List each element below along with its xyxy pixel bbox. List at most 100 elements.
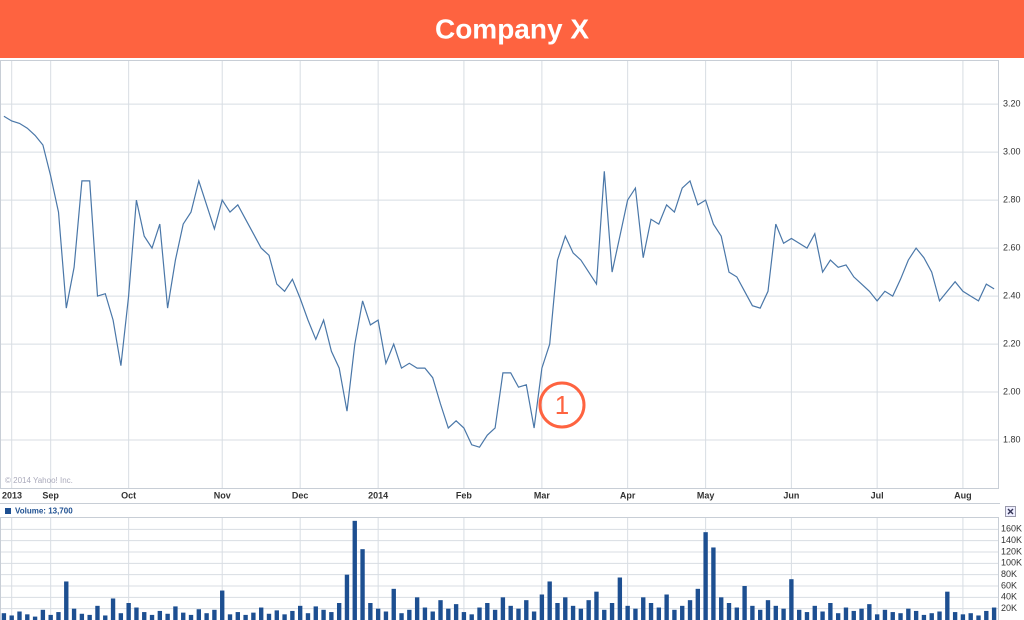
volume-bar bbox=[56, 612, 61, 620]
volume-bar bbox=[17, 611, 22, 620]
volume-bar bbox=[804, 612, 810, 620]
y-tick-label: 2.60 bbox=[1003, 242, 1021, 252]
volume-bar bbox=[204, 613, 209, 620]
x-tick-label: 2013 bbox=[2, 490, 22, 500]
volume-bar bbox=[48, 614, 53, 620]
volume-bar bbox=[602, 609, 607, 620]
volume-bar bbox=[531, 611, 537, 620]
price-panel bbox=[0, 60, 999, 489]
volume-bar bbox=[835, 613, 841, 620]
volume-bar bbox=[726, 603, 732, 620]
volume-bar bbox=[95, 605, 100, 620]
y-tick-label: 160K bbox=[1001, 524, 1022, 534]
x-tick-label: May bbox=[697, 490, 715, 500]
volume-bar bbox=[960, 614, 966, 620]
volume-bar bbox=[235, 612, 240, 620]
volume-bar bbox=[563, 597, 568, 620]
volume-bar bbox=[952, 612, 958, 620]
volume-bar bbox=[461, 612, 467, 620]
x-tick-label: Feb bbox=[456, 490, 473, 500]
volume-bar bbox=[64, 581, 69, 620]
volume-bar bbox=[859, 608, 864, 620]
volume-bar bbox=[438, 600, 443, 620]
y-tick-label: 100K bbox=[1001, 558, 1022, 568]
volume-bar bbox=[305, 613, 311, 620]
volume-bar bbox=[547, 581, 552, 620]
volume-bar bbox=[290, 610, 295, 620]
volume-bar bbox=[984, 610, 989, 620]
y-tick-label: 80K bbox=[1001, 569, 1017, 579]
volume-bar bbox=[750, 605, 755, 620]
volume-bar bbox=[874, 614, 880, 620]
volume-bar bbox=[375, 608, 381, 620]
legend-swatch bbox=[5, 508, 11, 514]
volume-panel bbox=[0, 517, 999, 620]
volume-bar bbox=[79, 613, 85, 620]
volume-bar bbox=[40, 609, 46, 620]
volume-bar bbox=[266, 613, 272, 620]
volume-bar bbox=[383, 611, 389, 620]
x-tick-label: Sep bbox=[42, 490, 59, 500]
volume-bar bbox=[344, 574, 350, 620]
x-tick-label: 2014 bbox=[368, 490, 388, 500]
volume-bar bbox=[422, 607, 428, 620]
volume-bar bbox=[188, 614, 194, 620]
volume-bar bbox=[812, 605, 817, 620]
title-bar bbox=[0, 0, 1024, 58]
volume-bar bbox=[882, 609, 888, 620]
volume-bar bbox=[220, 590, 225, 620]
x-tick-label: Apr bbox=[620, 490, 636, 500]
volume-bar bbox=[867, 604, 872, 620]
volume-bar bbox=[734, 607, 739, 620]
volume-bar bbox=[329, 612, 334, 620]
volume-bar bbox=[516, 608, 521, 620]
volume-bar bbox=[937, 611, 942, 620]
volume-bar bbox=[430, 611, 435, 620]
volume-bar bbox=[609, 603, 615, 620]
y-tick-label: 2.00 bbox=[1003, 386, 1021, 396]
y-tick-label: 140K bbox=[1001, 535, 1022, 545]
y-tick-label: 40K bbox=[1001, 592, 1017, 602]
volume-bar bbox=[157, 610, 163, 620]
y-tick-label: 2.80 bbox=[1003, 195, 1021, 205]
volume-bar bbox=[913, 610, 919, 620]
volume-bar bbox=[890, 612, 895, 620]
volume-bar bbox=[32, 616, 38, 620]
volume-bar bbox=[742, 586, 747, 620]
volume-bar bbox=[282, 614, 287, 620]
volume-bar bbox=[945, 591, 950, 620]
volume-bar bbox=[929, 613, 934, 620]
volume-bar bbox=[641, 597, 646, 620]
volume-bar bbox=[789, 579, 794, 620]
volume-bar bbox=[313, 606, 318, 620]
y-tick-label: 1.80 bbox=[1003, 434, 1021, 444]
credit: © 2014 Yahoo! Inc. bbox=[5, 476, 73, 485]
volume-bar bbox=[680, 605, 685, 620]
x-tick-label: Dec bbox=[292, 490, 309, 500]
volume-bar bbox=[391, 588, 396, 620]
x-tick-label: Aug bbox=[954, 490, 972, 500]
volume-bar bbox=[71, 608, 77, 620]
price-line bbox=[3, 115, 995, 448]
volume-bar bbox=[126, 603, 131, 620]
annotation-circle bbox=[538, 381, 586, 429]
volume-bar bbox=[828, 603, 833, 620]
volume-bar bbox=[399, 613, 404, 620]
volume-bar bbox=[274, 610, 279, 620]
volume-bar bbox=[703, 532, 708, 620]
volume-bar bbox=[297, 605, 303, 620]
volume-bar bbox=[633, 608, 638, 620]
volume-bar bbox=[796, 609, 802, 620]
volume-bar bbox=[352, 520, 357, 620]
x-tick-label: Jun bbox=[783, 490, 799, 500]
volume-bar bbox=[321, 609, 326, 620]
volume-bar bbox=[500, 597, 506, 620]
volume-bar bbox=[656, 607, 662, 620]
y-tick-label: 120K bbox=[1001, 546, 1022, 556]
volume-bar bbox=[414, 597, 420, 620]
volume-bar bbox=[87, 614, 92, 620]
x-tick-label: Mar bbox=[534, 490, 551, 500]
volume-bar bbox=[110, 598, 116, 620]
volume-bar bbox=[336, 603, 342, 620]
volume-bar bbox=[142, 612, 147, 620]
